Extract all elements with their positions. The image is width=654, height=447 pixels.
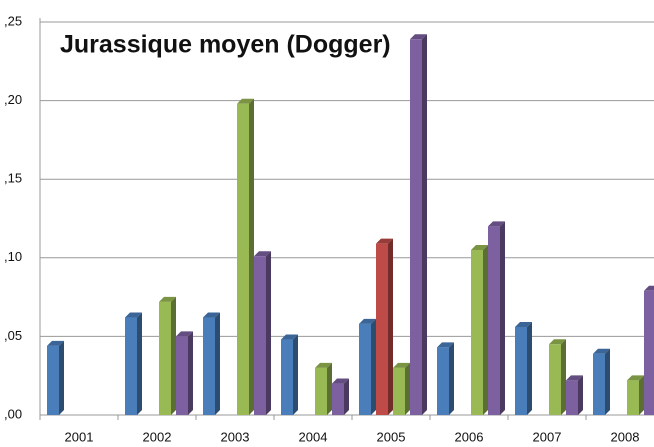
- bar: [176, 336, 188, 415]
- bar-top: [254, 251, 271, 257]
- bar-side: [344, 378, 349, 415]
- bar-top: [159, 296, 176, 302]
- bar-side: [405, 362, 410, 415]
- bar-side: [188, 331, 193, 415]
- bar: [566, 380, 578, 415]
- bar: [488, 226, 500, 415]
- bar-top: [644, 285, 654, 291]
- x-tick-label: 2007: [533, 429, 562, 444]
- bar: [281, 339, 293, 415]
- bar-side: [293, 334, 298, 415]
- bar-side: [171, 296, 176, 415]
- x-tick-label: 2005: [377, 429, 406, 444]
- bar-side: [327, 362, 332, 415]
- bar-top: [47, 340, 64, 346]
- bar-side: [561, 339, 566, 415]
- bar-top: [410, 34, 427, 40]
- bar: [159, 301, 171, 415]
- bar: [644, 290, 654, 415]
- bar-side: [449, 342, 454, 415]
- bar: [203, 317, 215, 415]
- bar-top: [437, 342, 454, 348]
- bar-top: [125, 312, 142, 318]
- bar: [376, 243, 388, 415]
- bar-side: [371, 318, 376, 415]
- bar-top: [376, 238, 393, 244]
- bar-top: [237, 98, 254, 104]
- bar: [410, 39, 422, 416]
- bar-top: [203, 312, 220, 318]
- bar-top: [176, 331, 193, 337]
- x-tick-label: 2001: [65, 429, 94, 444]
- bar: [549, 344, 561, 415]
- y-tick-label: ,25: [4, 13, 22, 28]
- bar: [254, 256, 266, 415]
- bar: [515, 326, 527, 415]
- bar: [315, 367, 327, 415]
- bar-top: [549, 339, 566, 345]
- bar-side: [483, 244, 488, 415]
- bar-side: [605, 348, 610, 415]
- bar-side: [578, 375, 583, 415]
- bar-top: [315, 362, 332, 368]
- bar-side: [639, 375, 644, 415]
- y-tick-label: ,10: [4, 249, 22, 264]
- bar-top: [281, 334, 298, 340]
- bar: [332, 383, 344, 415]
- bar-side: [59, 340, 64, 415]
- y-tick-label: ,05: [4, 328, 22, 343]
- y-tick-label: ,00: [4, 406, 22, 421]
- bar-side: [137, 312, 142, 415]
- bar-side: [249, 98, 254, 415]
- bar-top: [359, 318, 376, 324]
- x-tick-label: 2002: [143, 429, 172, 444]
- chart-title: Jurassique moyen (Dogger): [60, 31, 391, 59]
- x-tick-label: 2006: [455, 429, 484, 444]
- y-tick-label: ,15: [4, 171, 22, 186]
- bar-top: [332, 378, 349, 384]
- bar-side: [500, 221, 505, 415]
- x-tick-label: 2003: [221, 429, 250, 444]
- bar-side: [388, 238, 393, 415]
- bar-side: [215, 312, 220, 415]
- bar-side: [422, 34, 427, 416]
- bar: [393, 367, 405, 415]
- x-tick-label: 2008: [611, 429, 640, 444]
- x-tick-label: 2004: [299, 429, 328, 444]
- bar-side: [266, 251, 271, 415]
- bar: [593, 353, 605, 415]
- bar-side: [527, 321, 532, 415]
- bar: [627, 380, 639, 415]
- y-tick-label: ,20: [4, 92, 22, 107]
- bar: [359, 323, 371, 415]
- bar: [437, 347, 449, 415]
- bar-top: [593, 348, 610, 354]
- bar: [125, 317, 137, 415]
- bar-top: [566, 375, 583, 381]
- bar: [471, 249, 483, 415]
- bar-top: [627, 375, 644, 381]
- bar-top: [515, 321, 532, 327]
- bar-top: [393, 362, 410, 368]
- bar: [237, 103, 249, 415]
- bar-top: [471, 244, 488, 250]
- bar: [47, 345, 59, 415]
- bar-top: [488, 221, 505, 227]
